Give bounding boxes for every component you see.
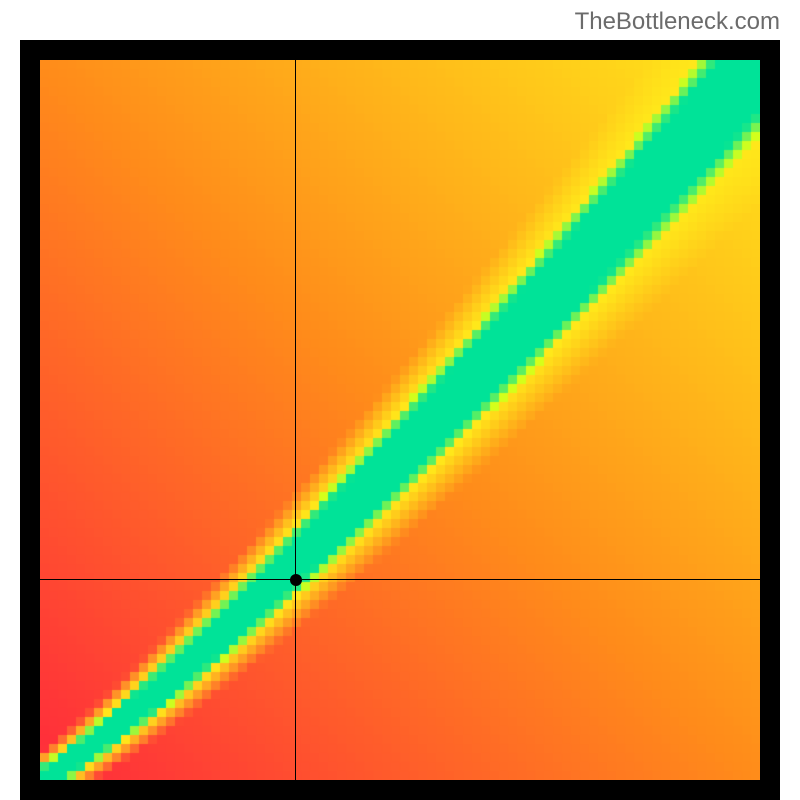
crosshair-marker [290, 574, 302, 586]
crosshair-vertical [295, 60, 296, 780]
bottleneck-heatmap [40, 60, 760, 780]
attribution-label: TheBottleneck.com [575, 8, 780, 36]
plot-frame [20, 40, 780, 800]
crosshair-horizontal [40, 579, 760, 580]
chart-container: TheBottleneck.com [0, 0, 800, 800]
